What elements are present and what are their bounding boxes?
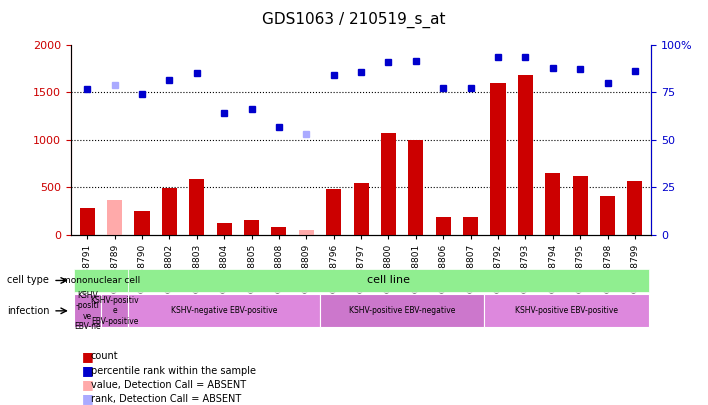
Text: GDS1063 / 210519_s_at: GDS1063 / 210519_s_at xyxy=(262,12,446,28)
Text: value, Detection Call = ABSENT: value, Detection Call = ABSENT xyxy=(91,380,246,390)
FancyBboxPatch shape xyxy=(101,294,128,327)
Bar xyxy=(627,181,642,235)
FancyBboxPatch shape xyxy=(74,269,128,292)
Bar xyxy=(545,173,560,235)
Text: ■: ■ xyxy=(81,364,93,377)
Bar xyxy=(463,217,478,235)
Text: infection: infection xyxy=(7,306,50,316)
Bar xyxy=(326,189,341,235)
Text: mononuclear cell: mononuclear cell xyxy=(62,276,140,285)
Bar xyxy=(244,220,259,235)
FancyBboxPatch shape xyxy=(320,294,484,327)
Bar xyxy=(409,140,423,235)
Bar xyxy=(107,200,122,235)
Text: KSHV
-positi
ve
EBV-ne: KSHV -positi ve EBV-ne xyxy=(74,291,101,331)
FancyBboxPatch shape xyxy=(128,294,320,327)
Text: cell line: cell line xyxy=(367,275,410,286)
Bar xyxy=(491,83,506,235)
Text: ■: ■ xyxy=(81,378,93,391)
Text: KSHV-positive EBV-positive: KSHV-positive EBV-positive xyxy=(515,306,618,315)
Text: ■: ■ xyxy=(81,350,93,363)
Bar xyxy=(435,217,451,235)
FancyBboxPatch shape xyxy=(74,294,101,327)
Bar xyxy=(80,208,95,235)
Bar xyxy=(573,176,588,235)
Text: KSHV-positive EBV-negative: KSHV-positive EBV-negative xyxy=(349,306,455,315)
Text: KSHV-positiv
e
EBV-positive: KSHV-positiv e EBV-positive xyxy=(91,296,139,326)
Bar xyxy=(299,230,314,235)
Text: ■: ■ xyxy=(81,392,93,405)
Bar xyxy=(135,211,149,235)
Bar xyxy=(353,183,369,235)
Bar xyxy=(271,227,287,235)
Bar xyxy=(189,179,205,235)
Bar xyxy=(217,222,232,235)
FancyBboxPatch shape xyxy=(484,294,649,327)
Bar xyxy=(518,75,533,235)
Text: rank, Detection Call = ABSENT: rank, Detection Call = ABSENT xyxy=(91,394,241,404)
Bar xyxy=(600,196,615,235)
Text: KSHV-negative EBV-positive: KSHV-negative EBV-positive xyxy=(171,306,278,315)
Text: count: count xyxy=(91,352,118,361)
Text: percentile rank within the sample: percentile rank within the sample xyxy=(91,366,256,375)
FancyBboxPatch shape xyxy=(128,269,649,292)
Bar xyxy=(381,133,396,235)
Text: cell type: cell type xyxy=(7,275,49,286)
Bar xyxy=(162,188,177,235)
